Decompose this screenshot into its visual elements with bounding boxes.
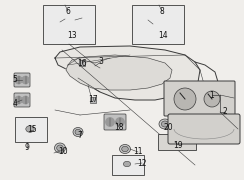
Text: 5: 5	[12, 75, 17, 84]
Text: 2: 2	[223, 107, 227, 116]
Text: 3: 3	[99, 57, 103, 66]
Text: 20: 20	[163, 123, 173, 132]
FancyBboxPatch shape	[104, 114, 126, 130]
Bar	[79, 60, 85, 66]
Text: 6: 6	[66, 6, 71, 15]
Text: 18: 18	[114, 123, 124, 132]
Ellipse shape	[159, 119, 171, 129]
Circle shape	[22, 96, 29, 104]
Ellipse shape	[161, 121, 169, 127]
Text: 7: 7	[78, 130, 82, 140]
Circle shape	[15, 76, 22, 84]
Bar	[90, 97, 96, 103]
Ellipse shape	[65, 18, 75, 26]
Ellipse shape	[26, 126, 34, 132]
Ellipse shape	[75, 129, 81, 135]
Bar	[112, 155, 144, 175]
Text: 15: 15	[27, 125, 37, 134]
Bar	[43, 5, 95, 44]
Ellipse shape	[61, 15, 79, 29]
Polygon shape	[66, 55, 172, 90]
Text: 8: 8	[160, 6, 164, 15]
Ellipse shape	[123, 161, 131, 167]
FancyBboxPatch shape	[14, 93, 30, 107]
Polygon shape	[55, 46, 200, 100]
Bar	[132, 5, 184, 44]
Text: 12: 12	[137, 159, 147, 168]
Ellipse shape	[150, 17, 164, 28]
Circle shape	[116, 118, 124, 126]
Ellipse shape	[73, 127, 83, 136]
Text: 14: 14	[158, 30, 168, 39]
Ellipse shape	[153, 19, 161, 25]
Circle shape	[106, 118, 114, 126]
Text: 17: 17	[88, 96, 98, 105]
Ellipse shape	[54, 143, 65, 153]
Text: 19: 19	[173, 141, 183, 150]
Circle shape	[22, 76, 29, 84]
Ellipse shape	[23, 123, 37, 134]
Text: 11: 11	[133, 147, 143, 156]
Bar	[15, 117, 47, 142]
Circle shape	[174, 88, 196, 110]
Ellipse shape	[122, 146, 128, 152]
Ellipse shape	[120, 145, 131, 154]
Ellipse shape	[121, 159, 133, 168]
FancyBboxPatch shape	[168, 114, 240, 144]
FancyBboxPatch shape	[14, 73, 30, 87]
Text: 10: 10	[58, 147, 68, 156]
Text: 4: 4	[12, 98, 17, 107]
Ellipse shape	[57, 145, 63, 151]
Bar	[158, 134, 196, 150]
Text: 13: 13	[67, 30, 77, 39]
FancyBboxPatch shape	[164, 81, 235, 116]
Circle shape	[204, 91, 220, 107]
Text: 1: 1	[210, 91, 214, 100]
Circle shape	[15, 96, 22, 104]
Text: 16: 16	[77, 58, 87, 68]
Text: 9: 9	[25, 143, 30, 152]
